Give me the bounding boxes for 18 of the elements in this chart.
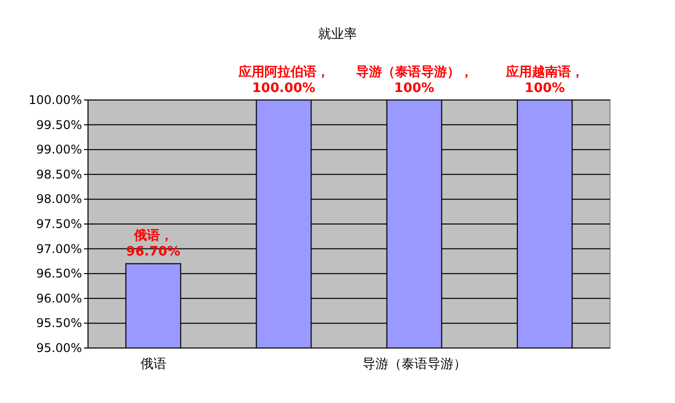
x-tick-label: 导游（泰语导游） (362, 357, 466, 372)
y-tick-label: 99.50% (36, 118, 82, 132)
y-tick-label: 96.00% (36, 291, 82, 306)
data-label: 俄语，96.70% (126, 228, 180, 260)
chart-title: 就业率 (318, 26, 357, 42)
y-tick-label: 96.50% (36, 266, 82, 281)
y-tick-label: 98.00% (36, 192, 82, 206)
y-tick-label: 97.00% (36, 242, 82, 256)
y-tick-label: 95.50% (36, 316, 82, 330)
data-label: 应用阿拉伯语，100.00% (237, 64, 330, 96)
y-tick-label: 98.50% (36, 167, 82, 182)
data-label: 应用越南语，100% (504, 64, 584, 96)
y-tick-label: 99.00% (36, 142, 82, 157)
y-tick-label: 97.50% (36, 217, 82, 231)
data-label: 导游（泰语导游），100% (356, 65, 473, 96)
y-tick-label: 100.00% (28, 93, 82, 107)
x-tick-label: 俄语 (140, 357, 166, 372)
y-tick-label: 95.00% (36, 341, 82, 355)
